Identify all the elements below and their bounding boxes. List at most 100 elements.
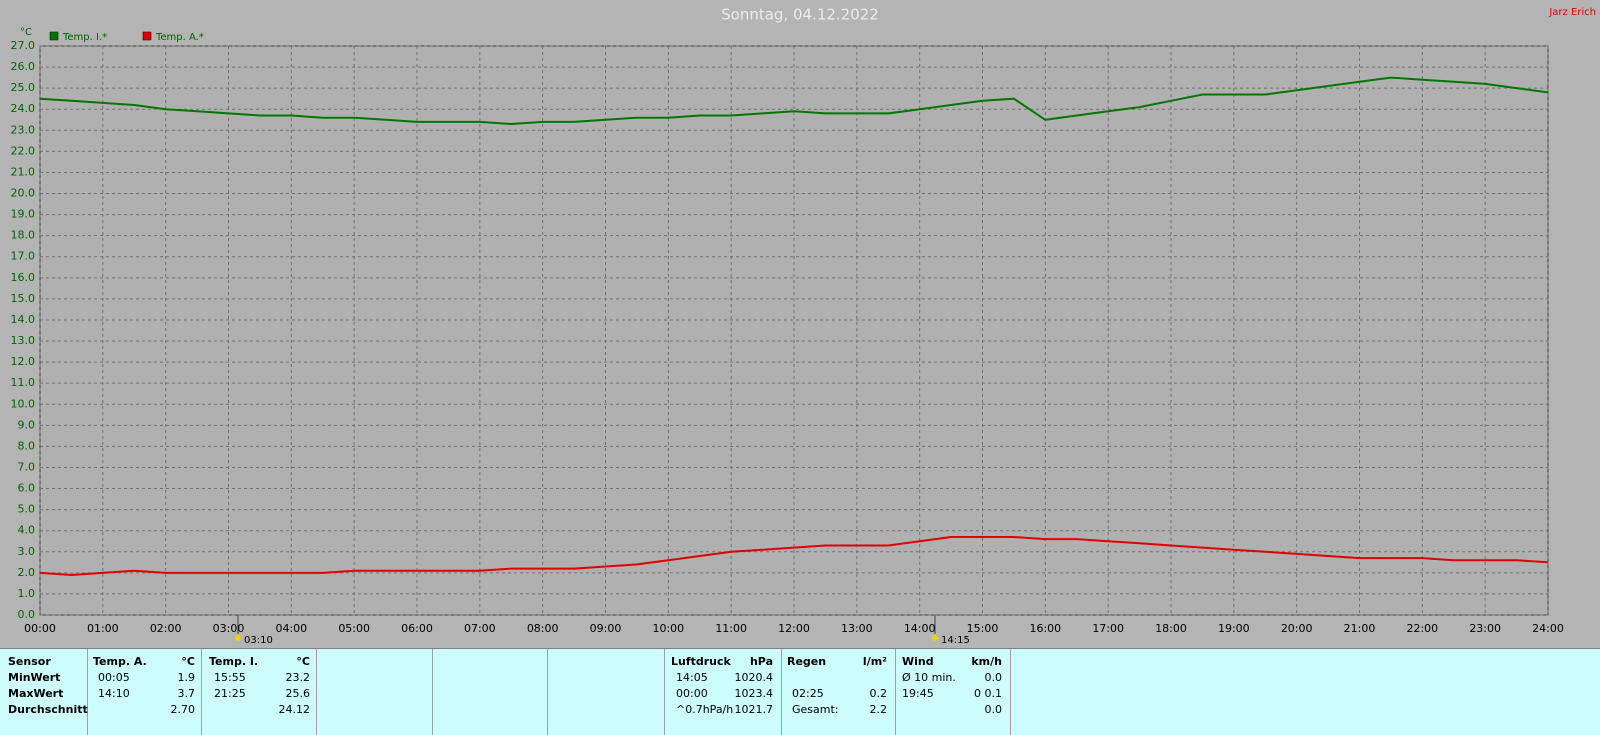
table-cell: 19:45 — [902, 687, 934, 700]
table-cell: 00:00 — [676, 687, 708, 700]
table-cell: 1023.4 — [734, 687, 774, 700]
y-tick-label: 5.0 — [18, 503, 36, 516]
y-tick-label: 13.0 — [11, 334, 36, 347]
x-tick-label: 22:00 — [1406, 622, 1438, 635]
y-tick-label: 16.0 — [11, 271, 36, 284]
y-tick-label: 25.0 — [11, 81, 36, 94]
table-cell: Durchschnitt — [8, 703, 88, 716]
x-tick-label: 16:00 — [1029, 622, 1061, 635]
x-tick-label: 08:00 — [527, 622, 559, 635]
x-tick-label: 23:00 — [1469, 622, 1501, 635]
series-line — [39, 76, 1549, 126]
table-cell: 2.2 — [869, 703, 888, 716]
table-cell: 1020.4 — [734, 671, 774, 684]
separator — [432, 649, 433, 735]
y-tick-label: 11.0 — [11, 376, 36, 389]
y-tick-label: 22.0 — [11, 144, 36, 157]
x-tick-label: 15:00 — [967, 622, 999, 635]
table-cell: 14:10 — [98, 687, 130, 700]
table-cell: Ø 10 min. — [902, 671, 956, 684]
legend-label: Temp. A.* — [155, 32, 204, 43]
chart: Sonntag, 04.12.2022 Jarz Erich °C 03:10 … — [11, 6, 1597, 647]
table-cell: 02:25 — [792, 687, 824, 700]
y-tick-label: 12.0 — [11, 355, 36, 368]
y-tick-label: 7.0 — [18, 460, 36, 473]
table-cell: 23.2 — [285, 671, 311, 684]
table-cell: MaxWert — [8, 687, 64, 700]
y-tick-label: 0.0 — [18, 608, 36, 621]
legend-label: Temp. I.* — [62, 32, 107, 43]
annotation: 03:10 — [244, 635, 273, 646]
x-tick-label: 12:00 — [778, 622, 810, 635]
y-tick-label: 6.0 — [18, 482, 36, 495]
x-tick-label: 21:00 — [1344, 622, 1376, 635]
table-cell: MinWert — [8, 671, 61, 684]
x-tick-label: 01:00 — [87, 622, 119, 635]
separator — [547, 649, 548, 735]
x-tick-label: 06:00 — [401, 622, 433, 635]
y-tick-label: 18.0 — [11, 229, 36, 242]
table-cell: 0 0.1 — [974, 687, 1002, 700]
table-cell: 1.9 — [177, 671, 196, 684]
table-cell: 0.0 — [984, 703, 1003, 716]
table-cell: Temp. I. — [209, 655, 259, 668]
sunset-icon — [932, 635, 938, 641]
table-cell: 00:05 — [98, 671, 130, 684]
table-cell: 25.6 — [285, 687, 311, 700]
y-tick-label: 23.0 — [11, 123, 36, 136]
table-cell: Sensor — [8, 655, 51, 668]
table-cell: hPa — [749, 655, 773, 668]
y-tick-label: 19.0 — [11, 208, 36, 221]
table-cell: 0.2 — [869, 687, 888, 700]
y-tick-label: 24.0 — [11, 102, 36, 115]
x-tick-label: 00:00 — [24, 622, 56, 635]
annotation: 14:15 — [941, 635, 970, 646]
table-cell: Gesamt: — [792, 703, 839, 716]
x-tick-label: 11:00 — [715, 622, 747, 635]
table-cell: Luftdruck — [671, 655, 731, 668]
separator — [664, 649, 665, 735]
table-cell: km/h — [971, 655, 1002, 668]
table-cell: 21:25 — [214, 687, 246, 700]
x-tick-label: 07:00 — [464, 622, 496, 635]
x-tick-label: 17:00 — [1092, 622, 1124, 635]
table-cell: 24.12 — [278, 703, 311, 716]
table-cell: l/m² — [862, 655, 887, 668]
y-tick-label: 8.0 — [18, 439, 36, 452]
x-tick-label: 04:00 — [275, 622, 307, 635]
x-tick-label: 10:00 — [652, 622, 684, 635]
table-cell: Wind — [902, 655, 934, 668]
x-tick-label: 13:00 — [841, 622, 873, 635]
chart-title: Sonntag, 04.12.2022 — [721, 6, 879, 24]
separator — [201, 649, 202, 735]
table-cell: 14:05 — [676, 671, 708, 684]
table-cell: 1021.7 — [734, 703, 774, 716]
y-tick-label: 27.0 — [11, 39, 36, 52]
y-tick-label: 14.0 — [11, 313, 36, 326]
table-cell: °C — [296, 655, 310, 668]
separator — [316, 649, 317, 735]
stats-table: Sensor Temp. A. °C Temp. I. °C MinWert 00:05 1.… — [0, 648, 1600, 735]
y-axis-label: °C — [20, 27, 32, 38]
legend-swatch — [142, 31, 152, 41]
x-tick-label: 14:00 — [904, 622, 936, 635]
x-tick-label: 18:00 — [1155, 622, 1187, 635]
x-tick-label: 02:00 — [150, 622, 182, 635]
table-cell: 3.7 — [177, 687, 196, 700]
y-tick-label: 21.0 — [11, 165, 36, 178]
table-cell: 15:55 — [214, 671, 246, 684]
series-line — [39, 536, 1549, 577]
sunrise-icon — [235, 635, 241, 641]
x-tick-label: 20:00 — [1281, 622, 1313, 635]
table-cell: °C — [181, 655, 195, 668]
y-tick-label: 15.0 — [11, 292, 36, 305]
separator — [895, 649, 896, 735]
x-tick-label: 19:00 — [1218, 622, 1250, 635]
table-cell: Regen — [787, 655, 827, 668]
x-tick-label: 03:00 — [213, 622, 245, 635]
y-tick-label: 17.0 — [11, 250, 36, 263]
separator — [1010, 649, 1011, 735]
x-tick-label: 09:00 — [590, 622, 622, 635]
y-tick-label: 26.0 — [11, 60, 36, 73]
